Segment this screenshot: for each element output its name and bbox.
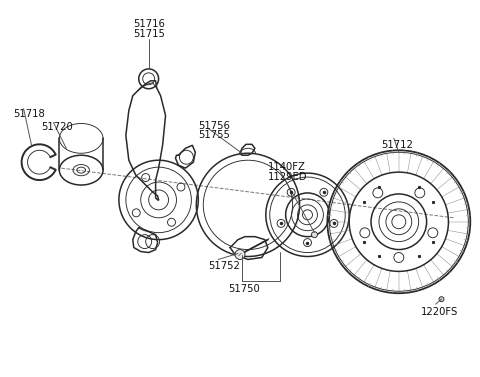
Text: 1140FZ: 1140FZ bbox=[268, 162, 306, 172]
Text: 51718: 51718 bbox=[13, 109, 46, 119]
Circle shape bbox=[235, 250, 245, 259]
Text: 51755: 51755 bbox=[198, 130, 230, 140]
Text: 1129ED: 1129ED bbox=[268, 172, 307, 182]
Text: 51716: 51716 bbox=[133, 19, 165, 29]
Text: 51750: 51750 bbox=[228, 284, 260, 294]
Circle shape bbox=[312, 232, 317, 238]
Text: 51715: 51715 bbox=[133, 29, 165, 39]
Text: 51752: 51752 bbox=[208, 262, 240, 271]
Text: 51720: 51720 bbox=[41, 123, 73, 132]
Circle shape bbox=[439, 297, 444, 302]
Text: 51712: 51712 bbox=[381, 140, 413, 150]
Text: 51756: 51756 bbox=[198, 121, 230, 130]
Text: 1220FS: 1220FS bbox=[420, 307, 458, 317]
